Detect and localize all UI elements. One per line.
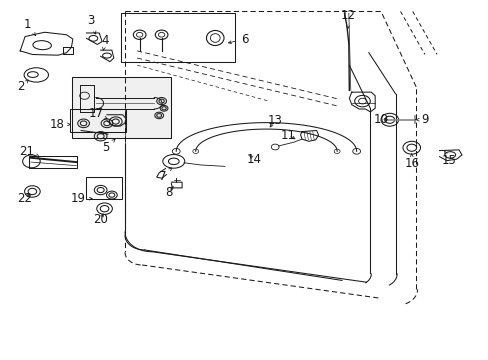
Text: 5: 5 xyxy=(102,139,115,154)
FancyBboxPatch shape xyxy=(121,13,234,62)
Text: 19: 19 xyxy=(70,192,92,205)
Text: 17: 17 xyxy=(88,107,107,120)
Text: 13: 13 xyxy=(267,114,282,127)
Text: 4: 4 xyxy=(102,33,109,50)
Text: 18: 18 xyxy=(49,118,70,131)
Text: 3: 3 xyxy=(87,14,96,34)
Text: 1: 1 xyxy=(24,18,35,36)
Text: 10: 10 xyxy=(373,113,387,126)
Text: 7: 7 xyxy=(159,168,171,183)
Text: 11: 11 xyxy=(280,129,295,142)
Text: 15: 15 xyxy=(441,151,456,167)
FancyBboxPatch shape xyxy=(72,77,171,138)
Text: 14: 14 xyxy=(246,153,261,166)
Text: 22: 22 xyxy=(18,192,33,205)
Text: 20: 20 xyxy=(93,213,108,226)
Text: 8: 8 xyxy=(165,186,173,199)
Text: 21: 21 xyxy=(19,145,40,158)
Text: 6: 6 xyxy=(228,32,248,46)
Text: 9: 9 xyxy=(415,113,428,126)
Text: 16: 16 xyxy=(404,154,418,170)
Text: 2: 2 xyxy=(18,80,28,93)
Text: 12: 12 xyxy=(340,9,355,28)
